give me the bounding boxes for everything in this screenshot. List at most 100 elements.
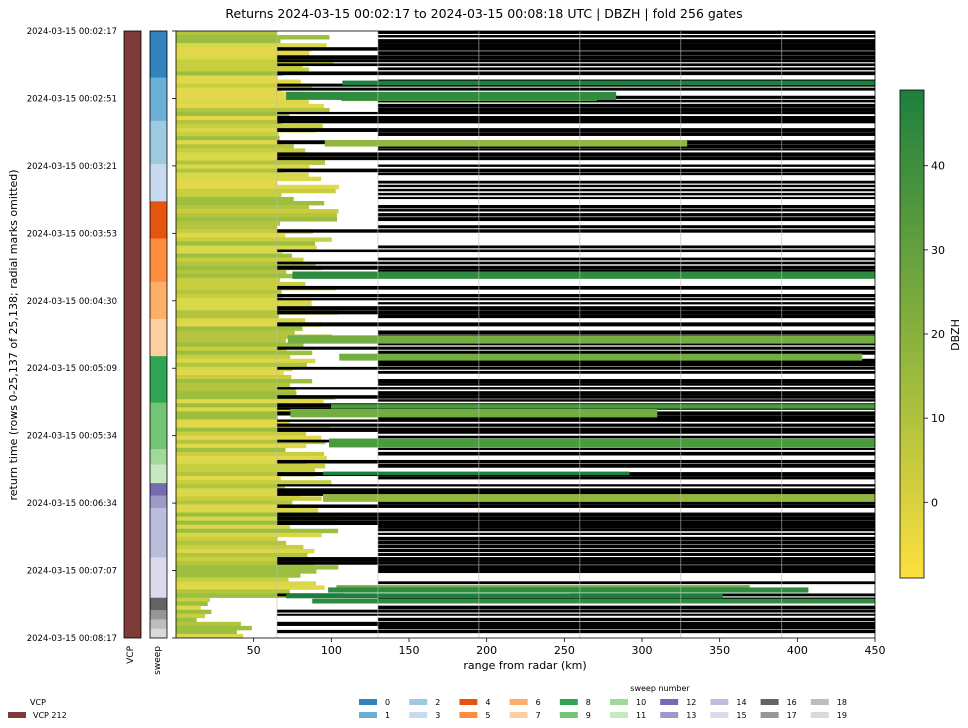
- sweep-legend-item-label: 2: [435, 698, 440, 707]
- y-tick-label: 2024-03-15 00:03:21: [27, 162, 117, 172]
- heatmap-cell: [342, 80, 875, 86]
- heatmap-cell: [176, 67, 310, 72]
- sweep-block: [150, 356, 167, 404]
- heatmap-cell: [276, 71, 875, 76]
- sweep-legend-item-label: 12: [686, 698, 696, 707]
- heatmap-cell: [176, 573, 301, 578]
- heatmap-cell: [176, 411, 293, 416]
- sweep-block: [150, 164, 167, 202]
- heatmap-cell: [176, 451, 325, 457]
- heatmap-cell: [276, 427, 875, 432]
- heatmap-cell: [176, 39, 281, 44]
- x-tick-label: 450: [865, 644, 886, 657]
- heatmap-cell: [176, 314, 279, 319]
- heatmap-cell: [276, 55, 875, 60]
- sweep-legend-item-label: 1: [385, 711, 390, 720]
- heatmap-cell: [176, 374, 292, 380]
- heatmap-cell: [176, 585, 325, 590]
- heatmap-cell: [176, 407, 312, 412]
- heatmap-cell: [176, 387, 296, 392]
- heatmap-cell: [290, 408, 658, 418]
- heatmap-cell: [377, 213, 875, 217]
- vcp-strip-label: VCP: [126, 645, 136, 663]
- heatmap-cell: [377, 196, 875, 200]
- heatmap-cell: [176, 431, 307, 437]
- heatmap-cell: [377, 95, 875, 99]
- heatmap-cell: [377, 548, 875, 553]
- heatmap-cell: [176, 87, 282, 93]
- heatmap-cell: [276, 265, 875, 270]
- heatmap-cell: [377, 435, 875, 439]
- colorbar-tick-label: 30: [931, 244, 945, 257]
- heatmap-cell: [176, 245, 317, 250]
- heatmap-cell: [377, 172, 875, 176]
- heatmap-cell: [276, 557, 875, 562]
- heatmap-cell: [176, 548, 315, 554]
- y-tick-label: 2024-03-15 00:08:17: [27, 634, 117, 644]
- heatmap-cell: [276, 366, 875, 370]
- heatmap-cell: [176, 75, 278, 80]
- sweep-block: [150, 483, 167, 497]
- heatmap-cell: [377, 553, 875, 556]
- heatmap-cell: [176, 277, 281, 283]
- y-tick-label: 2024-03-15 00:05:09: [27, 364, 117, 374]
- heatmap-cell: [176, 310, 338, 315]
- sweep-legend-swatch: [610, 712, 628, 718]
- heatmap-cell: [377, 342, 875, 346]
- heatmap-cell: [276, 249, 875, 253]
- heatmap-cell: [176, 379, 313, 384]
- heatmap-cell: [176, 322, 322, 327]
- heatmap-cell: [377, 540, 875, 545]
- heatmap-cell: [176, 55, 285, 60]
- heatmap-cell: [176, 589, 290, 594]
- heatmap-cell: [276, 322, 875, 327]
- heatmap-cell: [377, 302, 875, 305]
- heatmap-cell: [176, 83, 312, 89]
- heatmap-cell: [176, 516, 339, 522]
- sweep-legend-swatch: [459, 712, 478, 718]
- chart-title: Returns 2024-03-15 00:02:17 to 2024-03-1…: [225, 6, 742, 21]
- heatmap-cell: [276, 128, 875, 132]
- heatmap-cell: [176, 225, 278, 230]
- sweep-legend-swatch: [760, 699, 779, 705]
- heatmap-cell: [176, 273, 311, 279]
- sweep-strip: [150, 31, 167, 639]
- heatmap-cell: [176, 298, 312, 303]
- heatmap-cell: [176, 520, 336, 526]
- heatmap-cell: [323, 494, 875, 502]
- vcp-legend-title: VCP: [30, 698, 46, 707]
- heatmap-cell: [377, 532, 875, 535]
- heatmap-cell: [176, 253, 292, 259]
- sweep-legend-swatch: [710, 699, 729, 705]
- y-tick-label: 2024-03-15 00:04:30: [27, 297, 117, 307]
- heatmap-cell: [176, 468, 316, 473]
- heatmap-cell: [276, 111, 875, 115]
- colorbar-tick-label: 40: [931, 160, 945, 173]
- heatmap-cell: [377, 107, 875, 112]
- x-tick-label: 250: [554, 644, 575, 657]
- heatmap-cell: [377, 362, 875, 367]
- heatmap-cell: [276, 156, 875, 161]
- heatmap-cell: [276, 423, 875, 427]
- heatmap-cell: [176, 435, 322, 441]
- heatmap-cell: [176, 350, 313, 356]
- heatmap-cell: [176, 508, 319, 513]
- heatmap-area: [176, 31, 875, 638]
- heatmap-cell: [176, 111, 290, 117]
- sweep-block: [150, 628, 167, 639]
- heatmap-cell: [276, 115, 875, 121]
- sweep-legend-item-label: 7: [536, 711, 541, 720]
- heatmap-cell: [377, 581, 875, 585]
- heatmap-cell: [176, 144, 294, 149]
- x-tick-label: 400: [787, 644, 808, 657]
- heatmap-cell: [176, 326, 303, 331]
- heatmap-cell: [176, 459, 307, 465]
- heatmap-cell: [176, 565, 339, 570]
- heatmap-cell: [324, 140, 688, 147]
- heatmap-cell: [377, 370, 875, 374]
- heatmap-cell: [377, 391, 875, 396]
- heatmap-cell: [176, 415, 278, 420]
- heatmap-cell: [176, 261, 316, 267]
- heatmap-cell: [377, 431, 875, 434]
